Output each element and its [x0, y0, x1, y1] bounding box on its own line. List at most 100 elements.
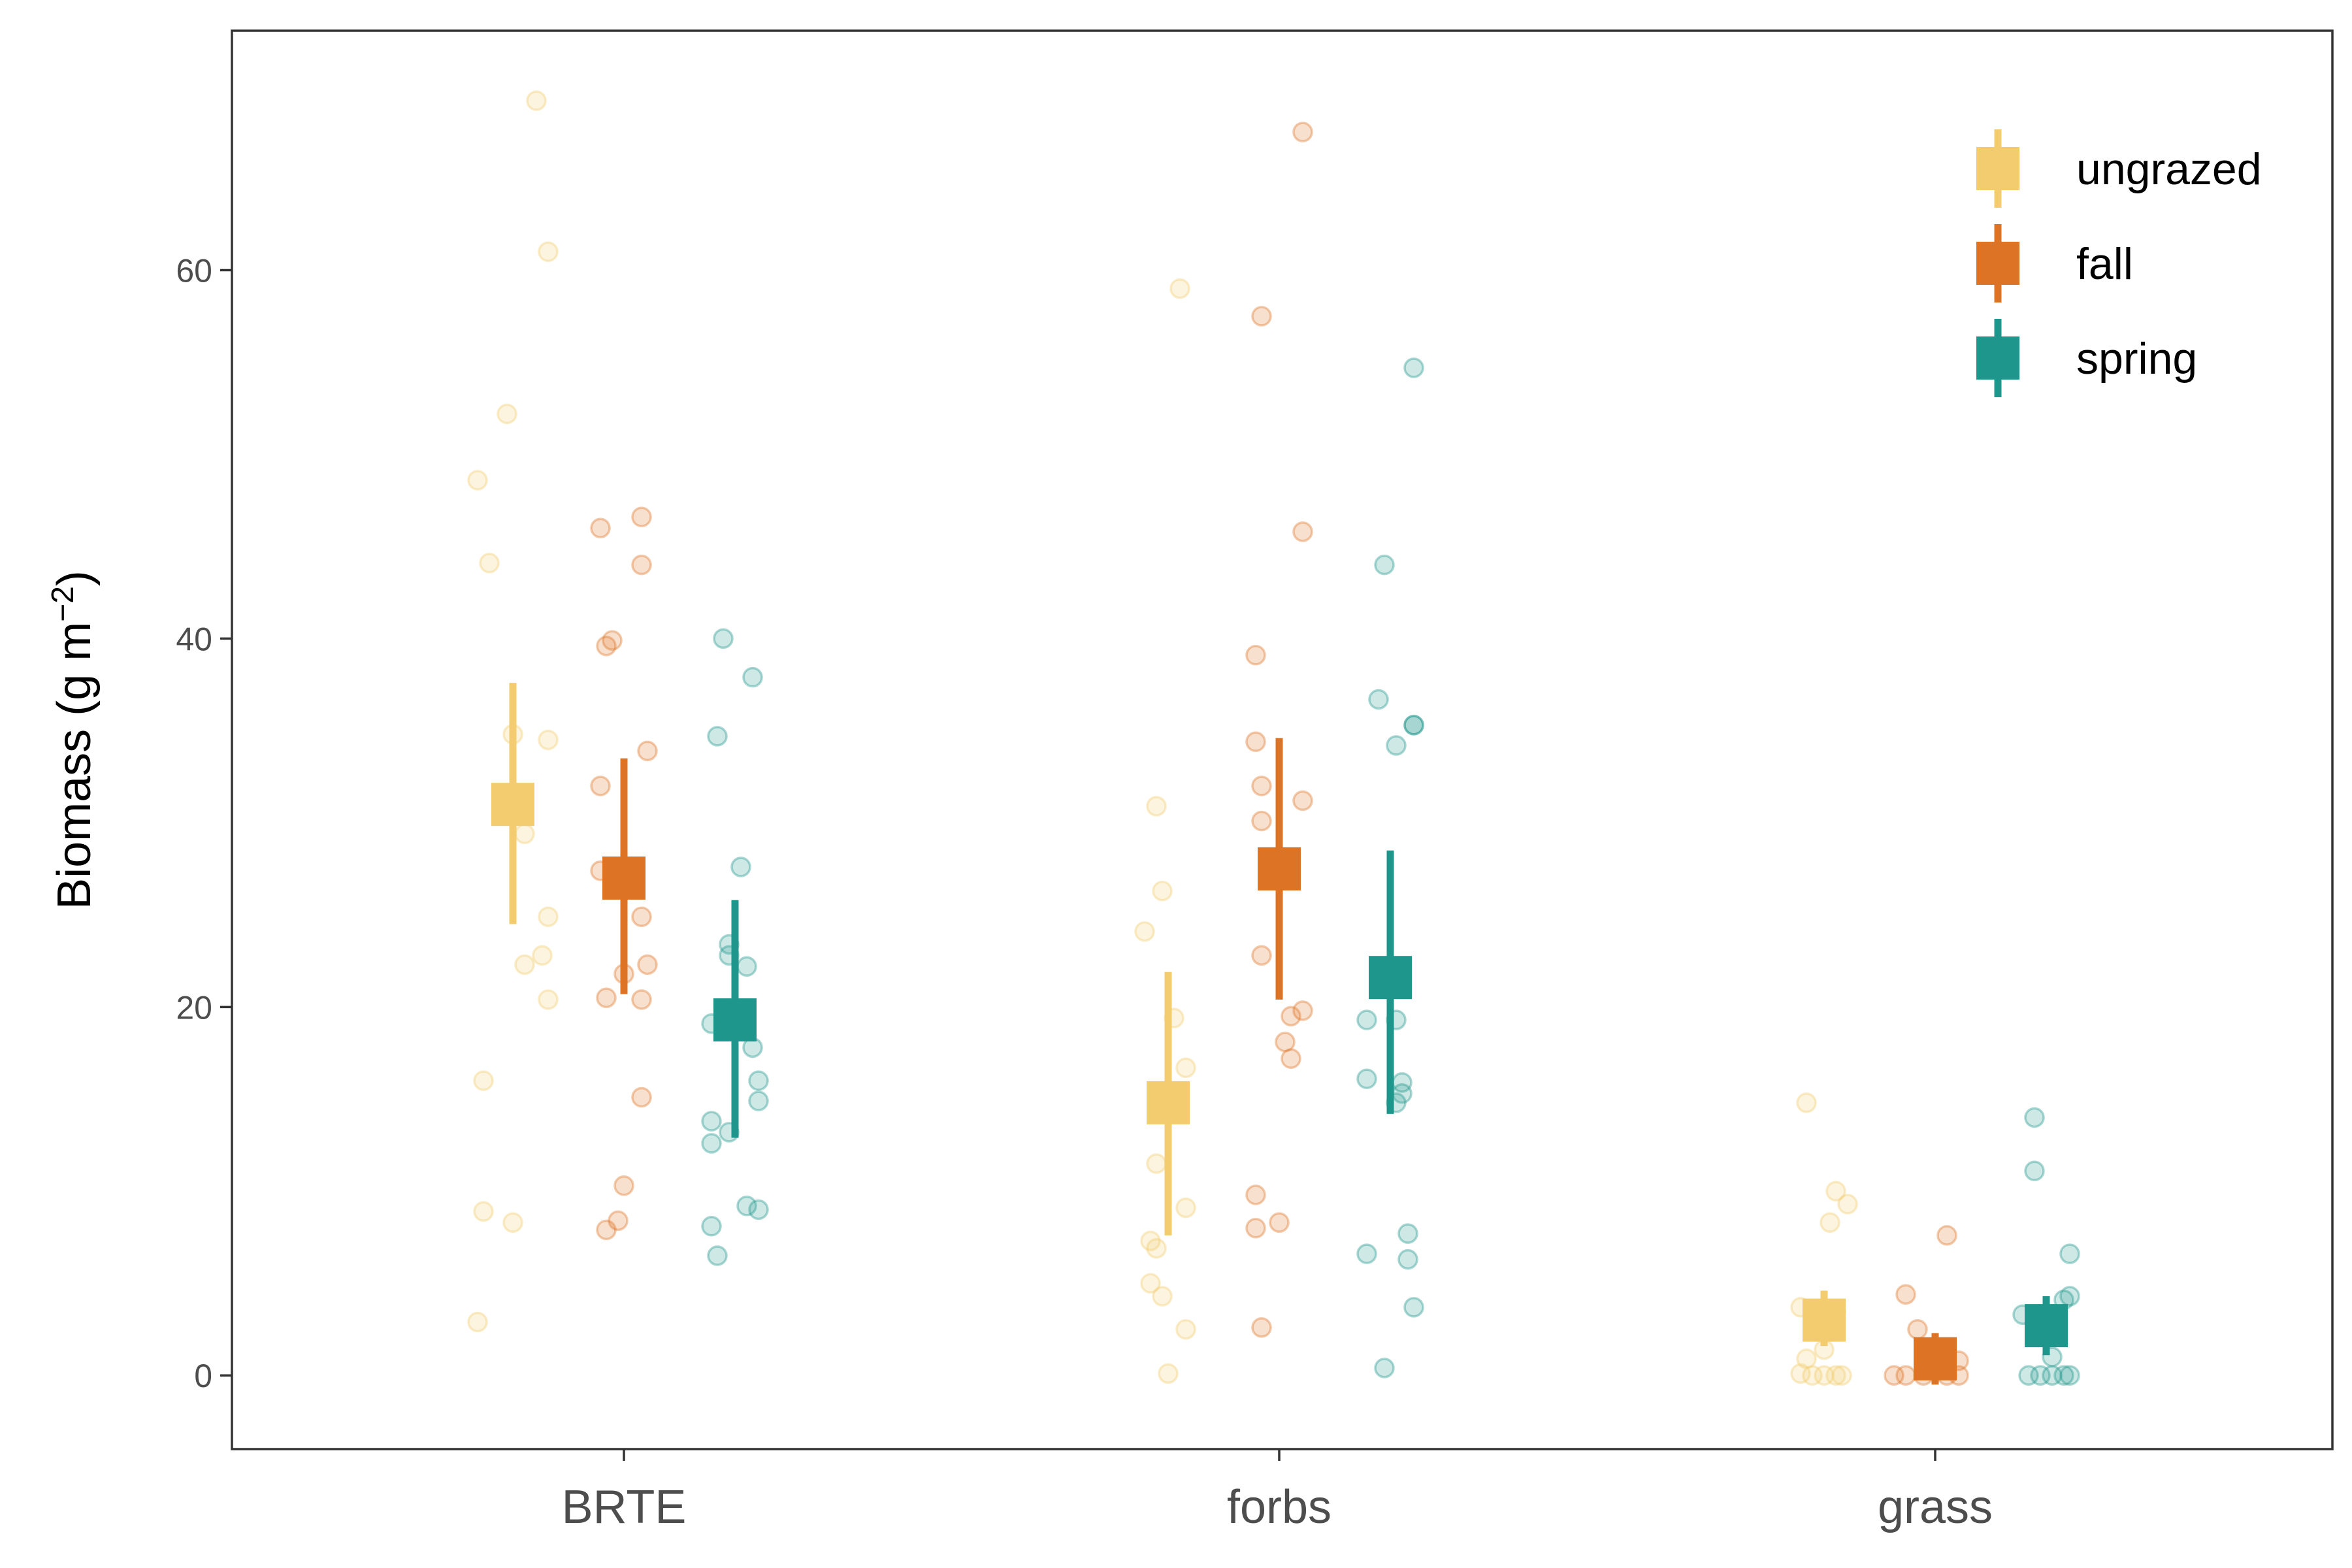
data-point-ungrazed	[538, 989, 559, 1010]
data-point-ungrazed	[1802, 1365, 1823, 1386]
data-point-spring	[736, 1196, 757, 1217]
data-point-spring	[1368, 689, 1389, 710]
mean-marker-spring-brte	[713, 998, 757, 1042]
data-point-fall	[631, 554, 652, 576]
data-point-ungrazed	[1790, 1363, 1811, 1384]
data-point-spring	[1356, 1009, 1377, 1030]
legend-key-ungrazed	[1976, 147, 2019, 190]
data-point-fall	[1245, 731, 1266, 753]
data-point-spring	[1356, 1068, 1377, 1090]
data-point-fall	[637, 954, 658, 975]
data-point-fall	[1292, 1000, 1313, 1021]
data-point-fall	[1251, 1317, 1272, 1338]
data-point-fall	[1251, 810, 1272, 832]
data-point-ungrazed	[1796, 1092, 1817, 1113]
legend-label-ungrazed: ungrazed	[2076, 144, 2262, 194]
data-point-ungrazed	[1175, 1197, 1196, 1218]
data-point-spring	[2024, 1107, 2045, 1128]
data-point-ungrazed	[1814, 1365, 1835, 1386]
legend: ungrazed fall spring	[1976, 129, 2262, 397]
data-point-fall	[613, 1175, 634, 1196]
mean-marker-fall-brte	[602, 857, 645, 900]
x-tick-label-brte: BRTE	[562, 1481, 687, 1533]
data-point-ungrazed	[467, 1311, 488, 1333]
data-point-ungrazed	[1169, 278, 1190, 299]
data-point-ungrazed	[538, 729, 559, 751]
data-point-spring	[748, 1070, 769, 1091]
data-point-fall	[1251, 945, 1272, 966]
data-point-spring	[701, 1133, 722, 1154]
data-point-spring	[1374, 1358, 1395, 1379]
y-tick-label: 0	[194, 1358, 212, 1394]
data-point-spring	[707, 726, 728, 747]
data-point-spring	[2042, 1365, 2063, 1386]
data-point-spring	[701, 1111, 722, 1132]
data-point-ungrazed	[538, 241, 559, 263]
data-point-fall	[631, 906, 652, 927]
data-point-ungrazed	[1146, 1237, 1167, 1259]
data-point-fall	[596, 635, 617, 657]
mean-marker-fall-forbs	[1258, 847, 1301, 890]
data-point-ungrazed	[1146, 796, 1167, 817]
data-point-spring	[736, 956, 757, 977]
data-point-fall	[590, 517, 611, 539]
data-point-ungrazed	[473, 1070, 494, 1091]
data-point-spring	[1397, 1249, 1418, 1270]
data-point-fall	[1245, 1184, 1266, 1205]
data-point-fall	[1269, 1212, 1290, 1233]
data-point-fall	[1251, 776, 1272, 796]
data-point-spring	[701, 1216, 722, 1237]
data-point-spring	[1397, 1223, 1418, 1244]
data-point-ungrazed	[1825, 1181, 1846, 1202]
data-point-spring	[1403, 715, 1424, 736]
data-point-fall	[631, 989, 652, 1010]
data-point-spring	[1356, 1243, 1377, 1264]
data-point-spring	[1386, 735, 1407, 756]
data-point-spring	[2053, 1365, 2074, 1386]
mean-marker-spring-forbs	[1369, 956, 1412, 1000]
data-point-spring	[1403, 1297, 1424, 1318]
data-point-spring	[2059, 1243, 2080, 1264]
data-point-fall	[637, 740, 658, 762]
data-point-fall	[596, 987, 617, 1008]
mean-marker-spring-grass	[2025, 1304, 2068, 1348]
data-point-ungrazed	[1140, 1273, 1161, 1294]
data-point-spring	[2059, 1365, 2080, 1386]
data-point-ungrazed	[1820, 1212, 1840, 1233]
data-point-fall	[596, 1219, 617, 1241]
data-point-ungrazed	[479, 553, 500, 574]
data-point-ungrazed	[1134, 921, 1155, 942]
mean-marker-ungrazed-grass	[1803, 1298, 1846, 1342]
mean-marker-ungrazed-forbs	[1147, 1081, 1190, 1124]
mean-marker-fall-grass	[1914, 1337, 1957, 1380]
data-point-fall	[1245, 645, 1266, 666]
data-point-ungrazed	[1796, 1348, 1817, 1369]
data-point-ungrazed	[1175, 1318, 1196, 1340]
data-point-ungrazed	[514, 954, 535, 975]
data-point-ungrazed	[1825, 1365, 1846, 1386]
data-point-ungrazed	[497, 403, 517, 425]
data-point-spring	[2059, 1286, 2080, 1307]
data-point-fall	[1895, 1365, 1916, 1386]
data-point-fall	[1884, 1365, 1904, 1386]
x-tick-label-forbs: forbs	[1227, 1481, 1331, 1533]
y-tick-label: 40	[176, 621, 212, 657]
legend-label-spring: spring	[2076, 334, 2197, 384]
data-point-ungrazed	[1146, 1153, 1167, 1174]
data-point-fall	[590, 776, 611, 796]
axes-layer: 0 20 40 60 BRTE forbs grass	[176, 253, 1993, 1533]
data-point-ungrazed	[467, 470, 488, 491]
data-point-ungrazed	[532, 945, 553, 966]
data-point-ungrazed	[1140, 1230, 1161, 1252]
data-point-ungrazed	[1831, 1365, 1852, 1386]
data-point-ungrazed	[1152, 1286, 1173, 1307]
legend-key-spring	[1976, 336, 2019, 380]
data-point-ungrazed	[526, 90, 547, 111]
data-point-spring	[1403, 715, 1424, 736]
data-point-fall	[1292, 521, 1313, 542]
data-point-fall	[1907, 1318, 1928, 1340]
y-axis-title-close: )	[48, 570, 101, 586]
data-point-spring	[742, 666, 763, 688]
data-point-fall	[1245, 1217, 1266, 1239]
